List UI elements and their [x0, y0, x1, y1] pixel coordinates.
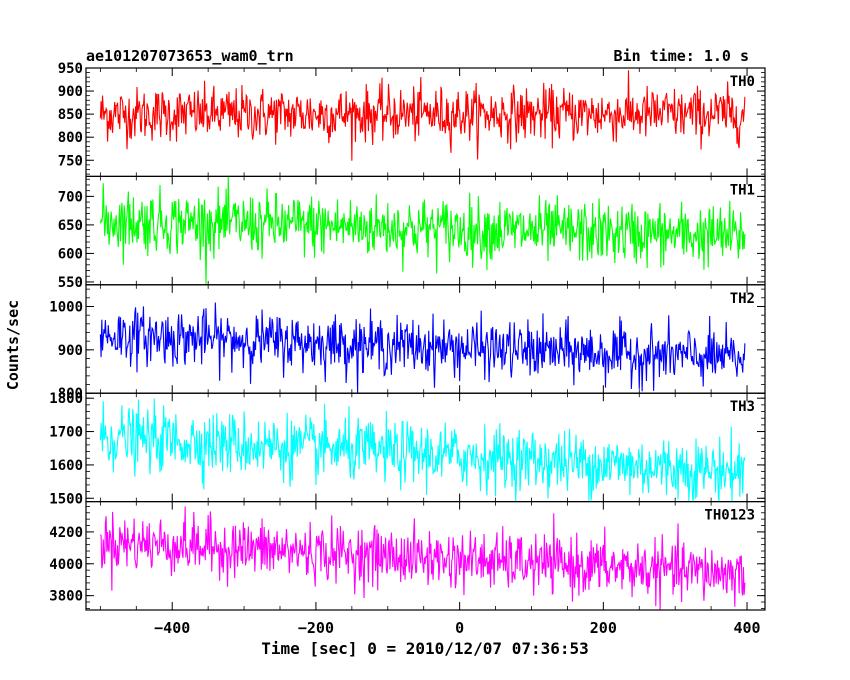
y-tick-label: 600	[58, 246, 83, 262]
series-line-th3	[99, 398, 746, 502]
series-name-th2: TH2	[730, 291, 755, 307]
y-tick-label: 950	[58, 61, 83, 77]
series-name-th3: TH3	[730, 399, 755, 415]
title-left: ae101207073653_wam0_trn	[86, 47, 294, 65]
series-line-th2	[99, 302, 746, 394]
series-line-th0	[99, 70, 746, 161]
y-tick-label: 1800	[49, 391, 83, 407]
series-name-th0123: TH0123	[704, 508, 755, 524]
y-tick-label: 4200	[49, 525, 83, 541]
panel-th1: 550 600 650 700 TH1	[58, 175, 766, 291]
y-tick-label: 1000	[49, 299, 83, 315]
x-tick-label: 200	[590, 619, 617, 637]
x-tick-label: 400	[733, 619, 760, 637]
y-axis-label: Counts/sec	[4, 300, 22, 390]
x-axis-label: Time [sec] 0 = 2010/12/07 07:36:53	[261, 639, 589, 658]
panel-frame	[85, 501, 766, 611]
series-line-th1	[99, 176, 746, 285]
panel-th3: 1500 1600 1700 1800 TH3	[49, 391, 766, 507]
y-tick-label: 800	[58, 130, 83, 146]
y-tick-label: 550	[58, 275, 83, 291]
y-tick-label: 800	[58, 386, 83, 402]
panel-th0123: 3800 4000 4200 TH0123	[49, 501, 766, 611]
y-tick-label: 650	[58, 218, 83, 234]
y-tick-label: 850	[58, 107, 83, 123]
y-tick-label: 1500	[49, 491, 83, 507]
y-tick-label: 1700	[49, 425, 83, 441]
y-tick-label: 900	[58, 84, 83, 100]
series-line-th0123	[99, 506, 746, 611]
y-tick-label: 700	[58, 189, 83, 205]
y-tick-label: 750	[58, 153, 83, 169]
panel-frame	[85, 67, 766, 178]
y-tick-label: 4000	[49, 557, 83, 573]
series-name-th0: TH0	[730, 74, 755, 90]
x-tick-label: −200	[298, 619, 334, 637]
title-right: Bin time: 1.0 s	[614, 47, 749, 65]
panel-th2: 800 900 1000 TH2	[49, 284, 766, 402]
y-tick-label: 1600	[49, 458, 83, 474]
series-name-th1: TH1	[730, 182, 755, 198]
panels-group: 750 800 850 900 950 TH0 550 600 650 700 TH1 800 900 1…	[49, 61, 766, 637]
x-tick-label: −400	[154, 619, 190, 637]
y-tick-label: 900	[58, 343, 83, 359]
panel-th0: 750 800 850 900 950 TH0	[58, 61, 766, 178]
y-tick-label: 3800	[49, 589, 83, 605]
x-tick-label: 0	[455, 619, 464, 637]
